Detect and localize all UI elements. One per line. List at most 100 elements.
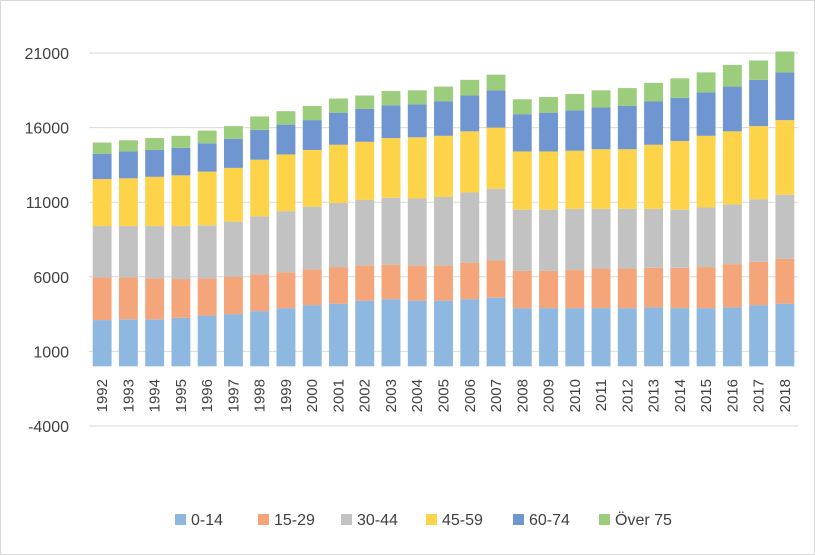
x-tick-label: 2009 [541, 379, 558, 412]
bar-0-14-2000 [302, 305, 322, 367]
bar-15-29-2017 [749, 261, 769, 306]
bar-0-14-2012 [617, 308, 637, 367]
x-tick-label: 1996 [199, 379, 216, 412]
bar--ver-75-1993 [118, 140, 138, 152]
bar-45-59-1992 [92, 179, 112, 227]
bar-30-44-2013 [644, 208, 664, 268]
bar-15-29-2011 [591, 268, 611, 309]
bar-15-29-2013 [644, 267, 664, 308]
bar-0-14-1997 [223, 314, 243, 367]
bar-15-29-2018 [775, 258, 795, 304]
bar-60-74-2010 [565, 110, 585, 151]
bar-0-14-2006 [460, 299, 480, 367]
bar-0-14-2007 [486, 297, 506, 367]
bar-0-14-1999 [276, 308, 296, 367]
bar-30-44-2003 [381, 197, 401, 265]
bar-30-44-2007 [486, 188, 506, 261]
bar-45-59-1999 [276, 154, 296, 212]
legend-label: 60-74 [529, 512, 570, 529]
bar-30-44-2009 [539, 209, 558, 271]
bar-30-44-1993 [118, 226, 138, 278]
bar-45-59-2009 [539, 151, 558, 210]
bar-60-74-2006 [460, 95, 480, 132]
bar-45-59-1993 [118, 178, 138, 227]
bar-60-74-2015 [696, 92, 716, 136]
x-tick-label: 2006 [462, 379, 479, 412]
bar--ver-75-1996 [197, 130, 217, 144]
bar--ver-75-2012 [617, 88, 637, 106]
bar-15-29-2007 [486, 260, 506, 298]
bar--ver-75-2008 [512, 99, 532, 115]
bar--ver-75-2015 [696, 72, 716, 93]
bar-45-59-2001 [329, 144, 348, 203]
bar-30-44-2000 [302, 206, 322, 270]
x-tick-label: 2014 [672, 379, 689, 412]
x-tick-label: 2004 [409, 379, 426, 412]
bar-15-29-2005 [434, 265, 453, 301]
bar-60-74-2007 [486, 90, 506, 128]
bar-45-59-2004 [407, 137, 427, 199]
bar-0-14-2005 [434, 300, 453, 367]
bar-0-14-2003 [381, 299, 401, 367]
bar-30-44-2004 [407, 198, 427, 266]
bar-60-74-2000 [302, 120, 322, 150]
bar-0-14-1993 [118, 319, 138, 367]
bar-0-14-2016 [722, 307, 742, 367]
legend-label: Över 75 [615, 511, 672, 529]
bar-0-14-2013 [644, 307, 664, 367]
x-tick-label: 1993 [120, 379, 137, 412]
bar--ver-75-2018 [775, 51, 795, 73]
legend-swatch-45-59 [426, 514, 437, 525]
bar-60-74-2001 [329, 112, 348, 145]
bar--ver-75-2017 [749, 60, 769, 80]
x-tick-label: 1999 [278, 379, 295, 412]
bar-45-59-2003 [381, 138, 401, 198]
bar--ver-75-1997 [223, 126, 243, 139]
y-tick-label: 16000 [25, 121, 70, 138]
bar-30-44-1998 [250, 216, 270, 275]
x-tick-label: 1994 [147, 379, 164, 412]
bar-30-44-2014 [670, 209, 690, 268]
bar-0-14-2004 [407, 300, 427, 367]
bar-30-44-2008 [512, 209, 532, 271]
bar--ver-75-2000 [302, 105, 322, 121]
x-tick-label: 2010 [567, 379, 584, 412]
bar--ver-75-2006 [460, 79, 480, 96]
bar-60-74-2017 [749, 79, 769, 127]
bar--ver-75-1999 [276, 111, 296, 125]
bar-60-74-1998 [250, 129, 270, 160]
bar--ver-75-2009 [539, 97, 558, 113]
x-tick-label: 2016 [724, 379, 741, 412]
bar-45-59-2017 [749, 126, 769, 200]
bar--ver-75-2005 [434, 86, 453, 102]
y-tick-label: -4000 [28, 419, 69, 436]
legend-label: 15-29 [274, 512, 315, 529]
x-tick-label: 1995 [173, 379, 190, 412]
bar-15-29-1998 [250, 274, 270, 312]
bar-45-59-2014 [670, 141, 690, 210]
bar-15-29-2010 [565, 270, 585, 309]
y-tick-label: 11000 [26, 195, 69, 212]
bar-0-14-1994 [145, 319, 165, 367]
legend-label: 30-44 [357, 512, 398, 529]
bar-15-29-1995 [171, 279, 191, 318]
bar-45-59-2011 [591, 149, 611, 209]
bar--ver-75-2011 [591, 90, 611, 108]
bar-15-29-1996 [197, 278, 217, 316]
bar-0-14-2001 [329, 303, 348, 367]
legend-label: 45-59 [442, 512, 483, 529]
bar-30-44-1994 [145, 226, 165, 279]
bar-30-44-2002 [355, 199, 375, 266]
bar-60-74-2014 [670, 97, 690, 142]
bar-0-14-2017 [749, 305, 769, 367]
bar--ver-75-2003 [381, 91, 401, 106]
bar-60-74-1999 [276, 124, 296, 155]
bar-60-74-2018 [775, 72, 795, 121]
bar-45-59-2018 [775, 120, 795, 195]
x-tick-label: 2017 [751, 379, 768, 412]
bar--ver-75-1992 [92, 142, 112, 154]
bar-0-14-2010 [565, 308, 585, 367]
x-tick-label: 2013 [646, 379, 663, 412]
legend-swatch-30-44 [341, 514, 352, 525]
